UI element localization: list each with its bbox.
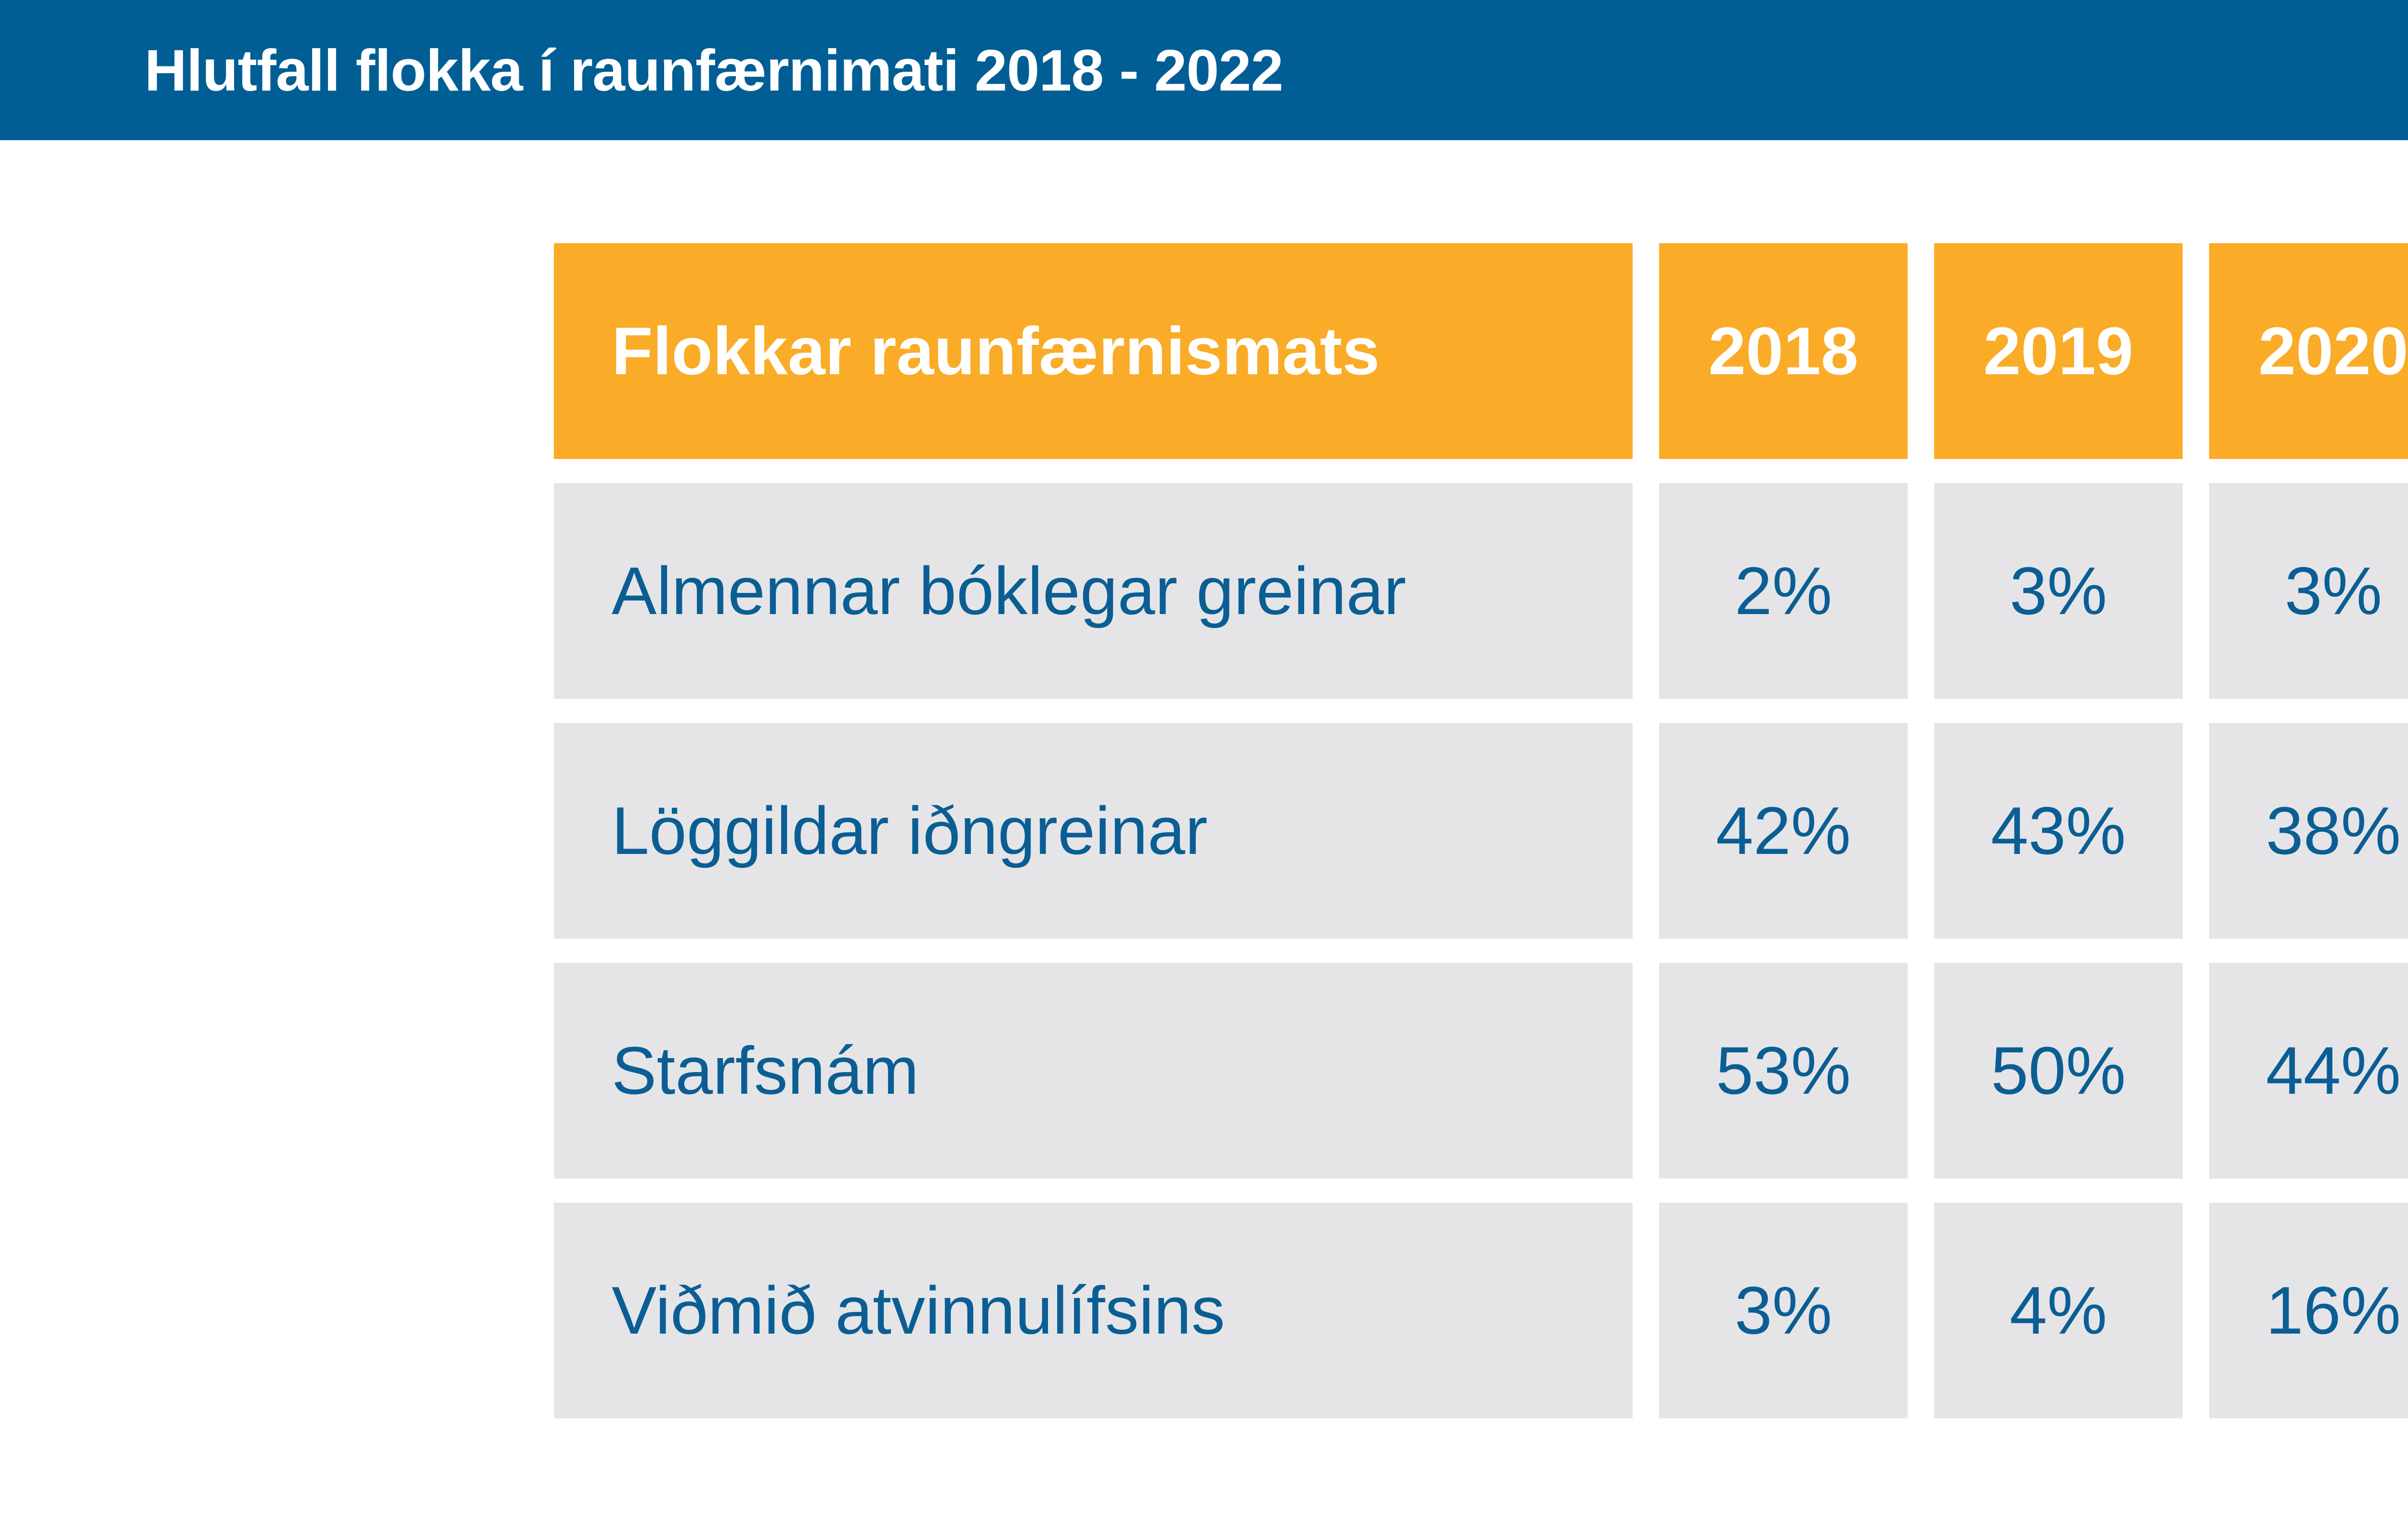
title-bar: Hlutfall flokka í raunfærnimati 2018 - 2… [0, 0, 2408, 140]
row-label-vidmid-atvinnulifsins: Viðmið atvinnulífsins [554, 1203, 1633, 1418]
cell-value: 16% [2209, 1203, 2408, 1418]
row-label-loggildar-idngreinar: Löggildar iðngreinar [554, 723, 1633, 939]
table-header-category: Flokkar raunfærnismats [554, 243, 1633, 459]
table-header-year-2020: 2020 [2209, 243, 2408, 459]
cell-value: 44% [2209, 963, 2408, 1179]
cell-value: 3% [2209, 483, 2408, 699]
cell-value: 50% [1934, 963, 2183, 1179]
cell-value: 2% [1659, 483, 1908, 699]
cell-value: 42% [1659, 723, 1908, 939]
row-label-starfsnam: Starfsnám [554, 963, 1633, 1179]
cell-value: 4% [1934, 1203, 2183, 1418]
cell-value: 3% [1934, 483, 2183, 699]
vpl-category-table: Flokkar raunfærnismats 2018 2019 2020 20… [554, 243, 2408, 1418]
cell-value: 53% [1659, 963, 1908, 1179]
table-header-year-2019: 2019 [1934, 243, 2183, 459]
cell-value: 3% [1659, 1203, 1908, 1418]
table-header-year-2018: 2018 [1659, 243, 1908, 459]
cell-value: 38% [2209, 723, 2408, 939]
row-label-almennar-boklegar-greinar: Almennar bóklegar greinar [554, 483, 1633, 699]
page-title: Hlutfall flokka í raunfærnimati 2018 - 2… [144, 37, 1283, 103]
cell-value: 43% [1934, 723, 2183, 939]
